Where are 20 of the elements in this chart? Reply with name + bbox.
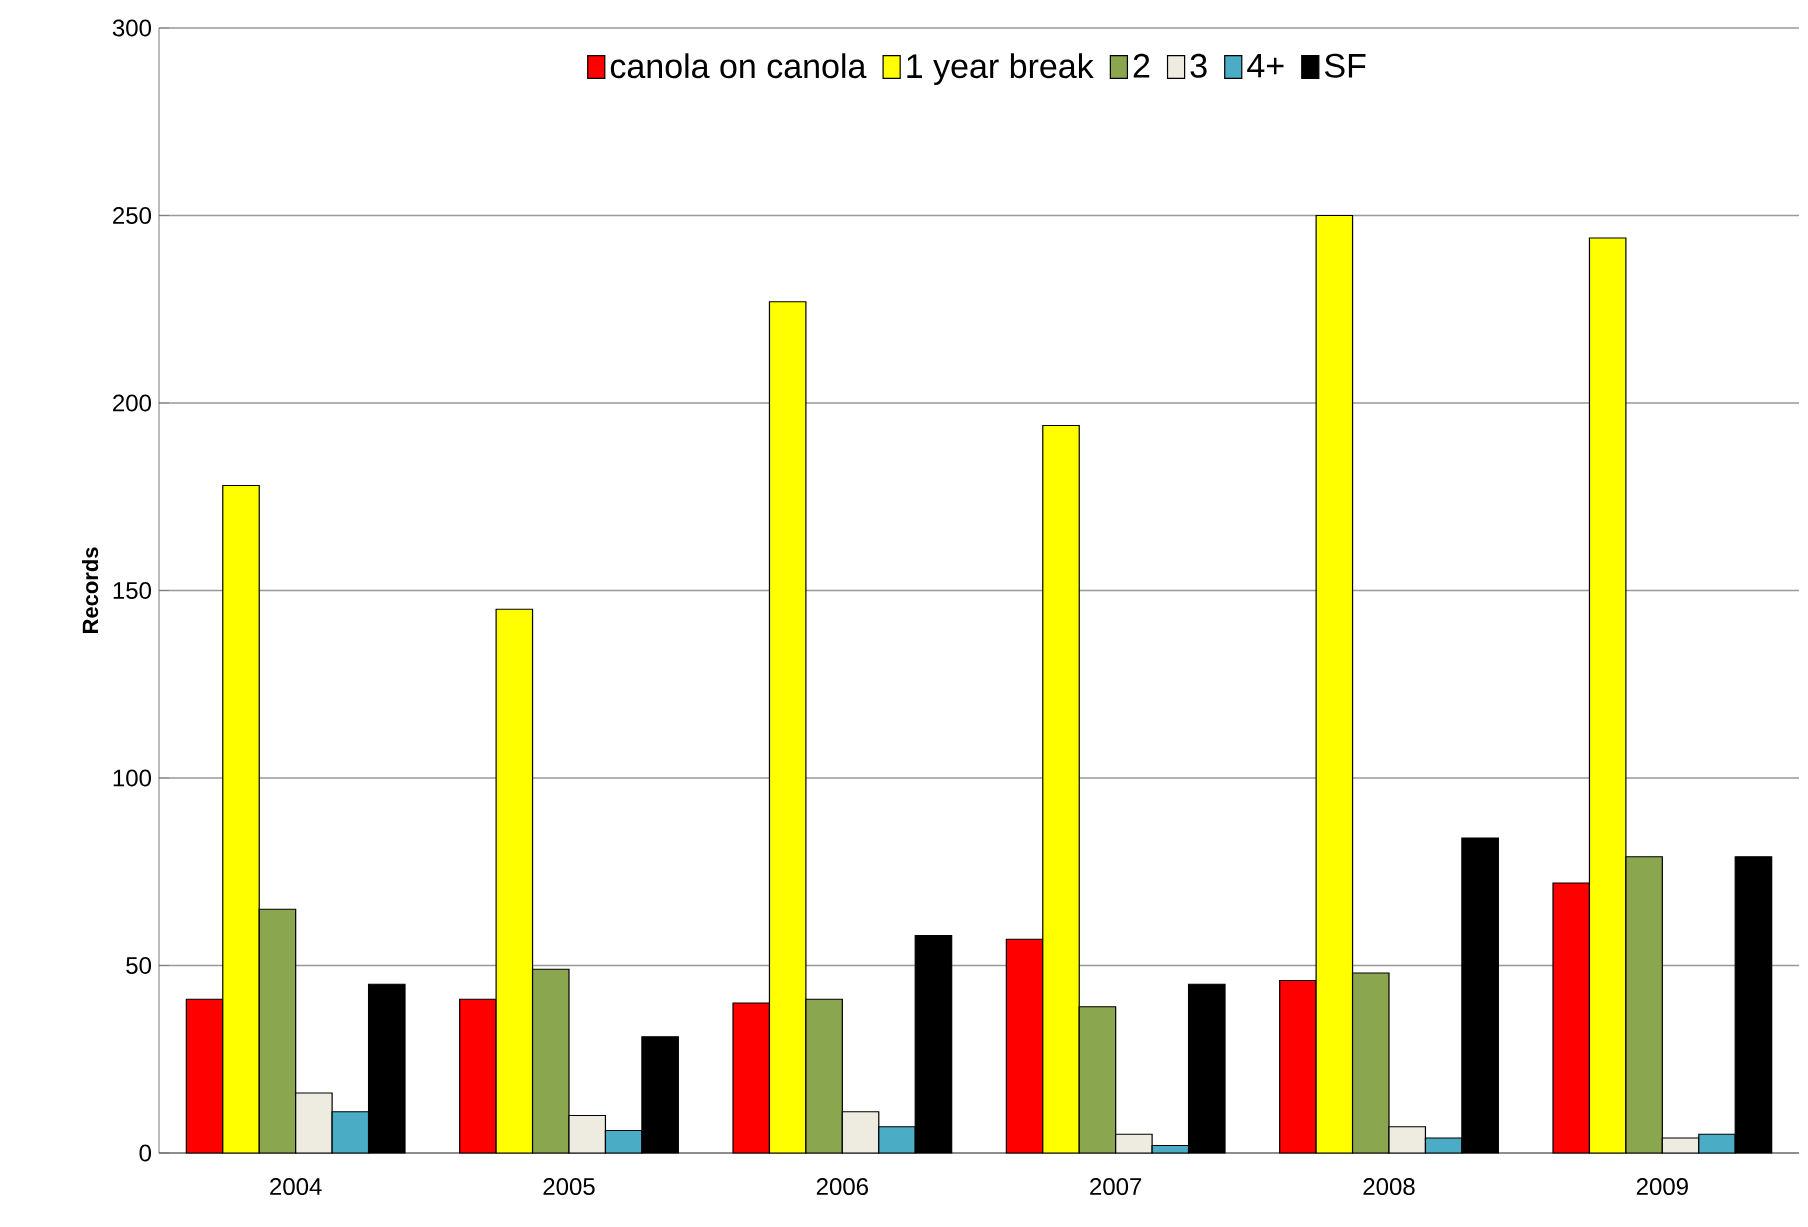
y-tick-label: 50 (126, 957, 152, 974)
legend-label: 2 (1133, 53, 1150, 78)
x-tick-label: 2009 (1636, 1178, 1688, 1196)
legend-label: canola on canola (610, 53, 867, 79)
legend-label: SF (1324, 53, 1366, 78)
x-tick-label: 2006 (816, 1178, 868, 1196)
legend-label: 1 year break (907, 53, 1094, 85)
x-tick-label: 2005 (543, 1178, 595, 1196)
y-tick-label: 200 (113, 394, 151, 412)
legend-label: 4+ (1247, 53, 1284, 78)
y-tick-label: 100 (113, 769, 151, 787)
y-tick-label: 0 (139, 1144, 152, 1162)
y-axis-title: Records (82, 547, 99, 634)
x-tick-label: 2007 (1090, 1178, 1142, 1196)
y-tick-label: 300 (112, 19, 151, 37)
x-tick-label: 2004 (270, 1178, 322, 1196)
legend-label: 3 (1190, 53, 1207, 78)
y-tick-label: 250 (113, 207, 151, 224)
y-tick-label: 150 (113, 582, 151, 599)
x-tick-label: 2008 (1363, 1178, 1415, 1196)
